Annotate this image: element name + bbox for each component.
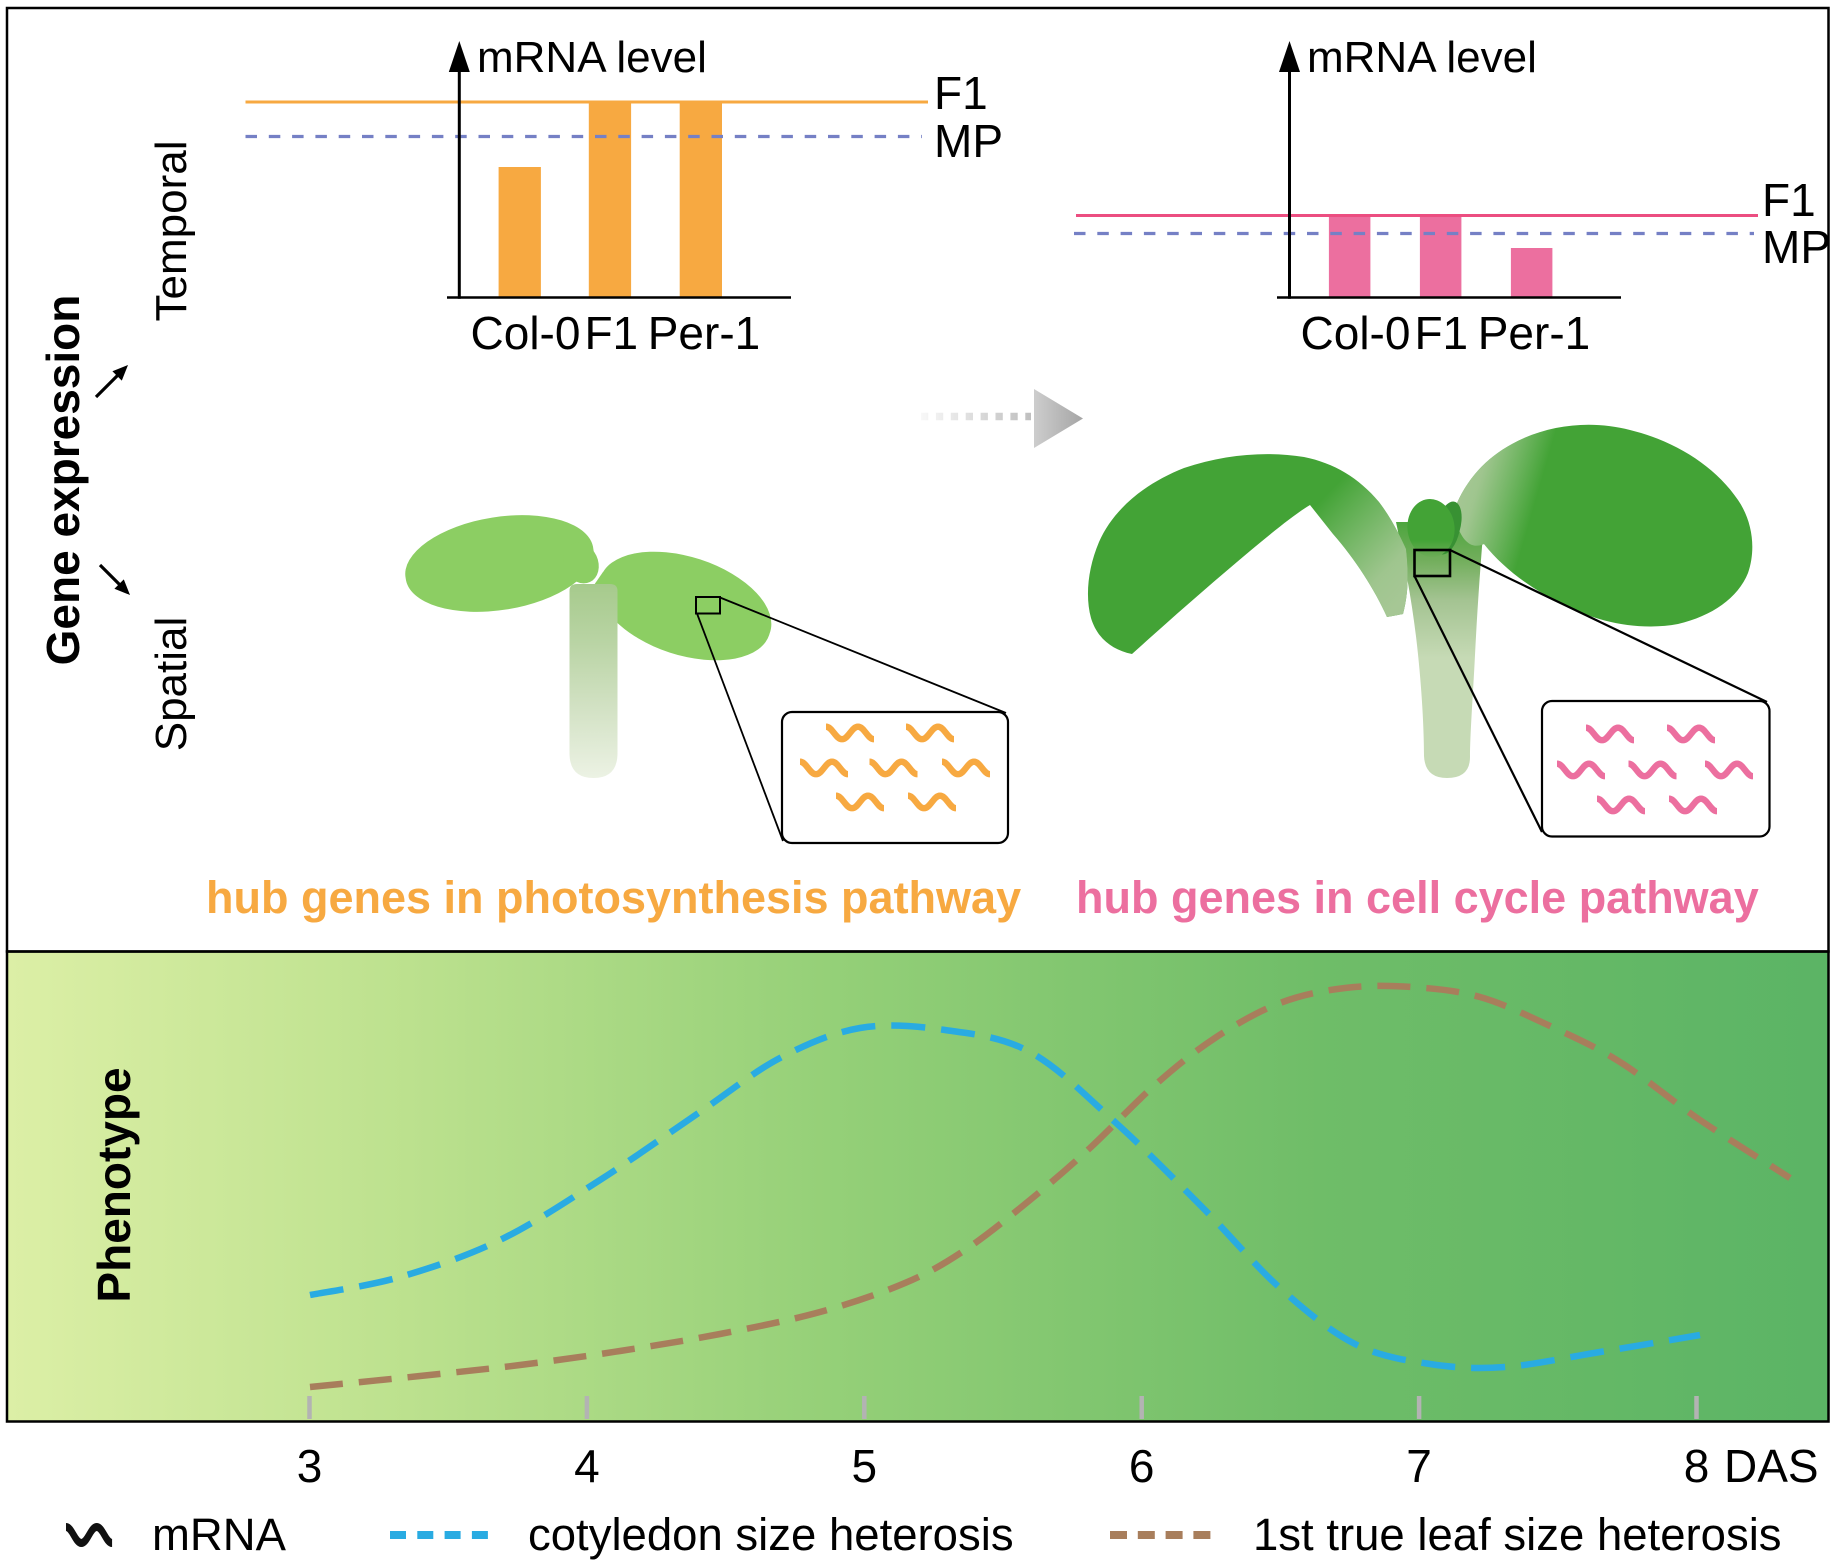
svg-text:4: 4 [574,1440,600,1492]
svg-text:mRNA level: mRNA level [1307,33,1537,82]
svg-text:1st true leaf size heterosis: 1st true leaf size heterosis [1253,1509,1782,1560]
svg-text:Spatial: Spatial [147,617,196,752]
svg-text:Col-0: Col-0 [1301,307,1411,359]
svg-text:F1: F1 [934,67,988,119]
svg-text:Per-1: Per-1 [648,307,760,359]
svg-text:F1: F1 [1414,307,1468,359]
svg-text:5: 5 [852,1440,878,1492]
svg-text:6: 6 [1129,1440,1155,1492]
svg-text:hub genes in cell cycle pathwa: hub genes in cell cycle pathway [1076,872,1759,923]
svg-text:mRNA: mRNA [152,1509,287,1560]
svg-text:cotyledon size heterosis: cotyledon size heterosis [528,1509,1014,1560]
svg-text:F1: F1 [584,307,638,359]
svg-text:Gene expression: Gene expression [37,295,89,666]
svg-text:Phenotype: Phenotype [88,1067,140,1302]
svg-text:Col-0: Col-0 [471,307,581,359]
svg-text:7: 7 [1406,1440,1432,1492]
svg-text:hub genes in photosynthesis pa: hub genes in photosynthesis pathway [206,872,1021,923]
svg-text:mRNA level: mRNA level [477,33,707,82]
svg-text:MP: MP [1762,221,1831,273]
svg-text:8: 8 [1684,1440,1710,1492]
svg-text:DAS: DAS [1724,1440,1819,1492]
svg-text:MP: MP [934,115,1003,167]
svg-text:3: 3 [297,1440,323,1492]
svg-text:Per-1: Per-1 [1478,307,1590,359]
svg-text:F1: F1 [1762,174,1816,226]
svg-text:Temporal: Temporal [147,141,196,322]
